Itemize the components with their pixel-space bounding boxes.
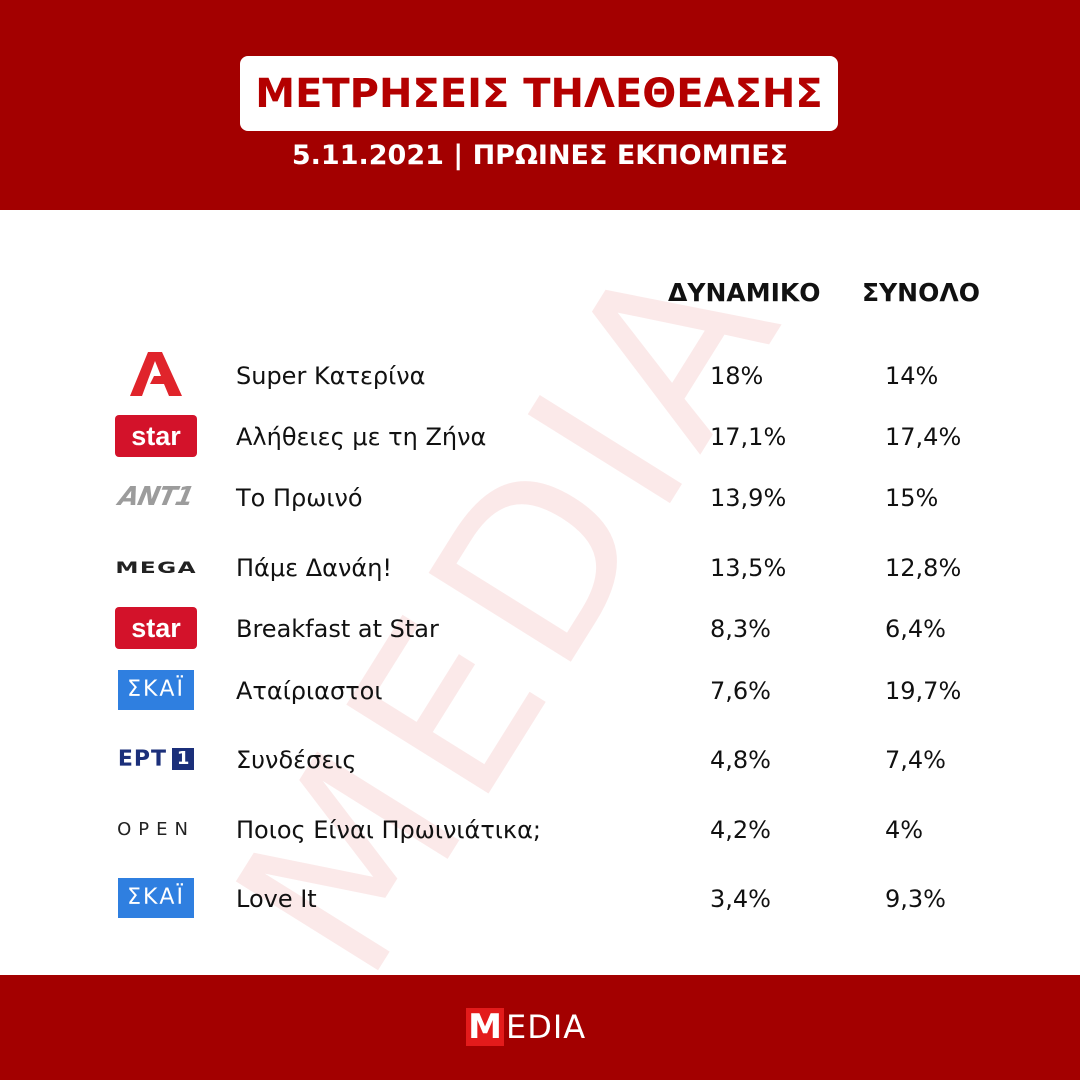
page-title: ΜΕΤΡΗΣΕΙΣ ΤΗΛΕΘΕΑΣΗΣ <box>255 70 823 117</box>
dynamiko-value: 13,5% <box>710 554 787 582</box>
table-row: MEGA Πάμε Δανάη! 13,5% 12,8% <box>0 537 1080 599</box>
dynamiko-value: 7,6% <box>710 677 771 705</box>
dynamiko-value: 8,3% <box>710 615 771 643</box>
media-brand-logo: M EDIA <box>466 1007 586 1047</box>
synolo-value: 12,8% <box>885 554 962 582</box>
table-row: star Breakfast at Star 8,3% 6,4% <box>0 598 1080 660</box>
title-box: ΜΕΤΡΗΣΕΙΣ ΤΗΛΕΘΕΑΣΗΣ <box>240 56 838 131</box>
table-row: ANT1 Το Πρωινό 13,9% 15% <box>0 467 1080 529</box>
synolo-value: 17,4% <box>885 423 962 451</box>
mega-logo-icon: MEGA <box>115 557 197 577</box>
brand-text: EDIA <box>506 1008 587 1046</box>
synolo-value: 7,4% <box>885 746 946 774</box>
table-row: star Αλήθειες με τη Ζήνα 17,1% 17,4% <box>0 406 1080 468</box>
show-name: Συνδέσεις <box>236 746 357 774</box>
star-logo-icon: star <box>115 414 197 458</box>
column-header-dynamiko: ΔΥΝΑΜΙΚΟ <box>668 278 821 307</box>
header-banner: ΜΕΤΡΗΣΕΙΣ ΤΗΛΕΘΕΑΣΗΣ 5.11.2021 | ΠΡΩΙΝΕΣ… <box>0 0 1080 210</box>
show-name: Αλήθειες με τη Ζήνα <box>236 423 487 451</box>
brand-m-box: M <box>466 1008 504 1046</box>
table-row: ΣΚΑΪ Αταίριαστοι 7,6% 19,7% <box>0 660 1080 722</box>
table-row: OPEN Ποιος Είναι Πρωινιάτικα; 4,2% 4% <box>0 799 1080 861</box>
show-name: Πάμε Δανάη! <box>236 554 393 582</box>
show-name: Super Κατερίνα <box>236 362 426 390</box>
ert1-logo-icon: ΕΡΤ 1 <box>115 737 197 781</box>
column-header-synolo: ΣΥΝΟΛΟ <box>862 278 980 307</box>
show-name: Ποιος Είναι Πρωινιάτικα; <box>236 816 541 844</box>
dynamiko-value: 17,1% <box>710 423 787 451</box>
dynamiko-value: 13,9% <box>710 484 787 512</box>
synolo-value: 6,4% <box>885 615 946 643</box>
star-logo-icon: star <box>115 606 197 650</box>
show-name: Breakfast at Star <box>236 615 439 643</box>
show-name: Αταίριαστοι <box>236 677 383 705</box>
show-name: Love It <box>236 885 317 913</box>
dynamiko-value: 4,8% <box>710 746 771 774</box>
synolo-value: 14% <box>885 362 939 390</box>
ant1-logo-icon: ANT1 <box>115 482 197 512</box>
open-logo-icon: OPEN <box>117 818 195 840</box>
synolo-value: 4% <box>885 816 924 844</box>
table-row: ΣΚΑΪ Love It 3,4% 9,3% <box>0 868 1080 930</box>
dynamiko-value: 4,2% <box>710 816 771 844</box>
synolo-value: 9,3% <box>885 885 946 913</box>
synolo-value: 15% <box>885 484 939 512</box>
footer-banner: M EDIA <box>0 975 1080 1080</box>
dynamiko-value: 18% <box>710 362 764 390</box>
synolo-value: 19,7% <box>885 677 962 705</box>
show-name: Το Πρωινό <box>236 484 363 512</box>
skai-logo-icon: ΣΚΑΪ <box>115 876 197 920</box>
page-subtitle: 5.11.2021 | ΠΡΩΙΝΕΣ ΕΚΠΟΜΠΕΣ <box>291 140 789 171</box>
table-row: ΕΡΤ 1 Συνδέσεις 4,8% 7,4% <box>0 729 1080 791</box>
dynamiko-value: 3,4% <box>710 885 771 913</box>
skai-logo-icon: ΣΚΑΪ <box>115 668 197 712</box>
alpha-logo-icon <box>115 352 197 397</box>
table-row: Super Κατερίνα 18% 14% <box>0 345 1080 407</box>
